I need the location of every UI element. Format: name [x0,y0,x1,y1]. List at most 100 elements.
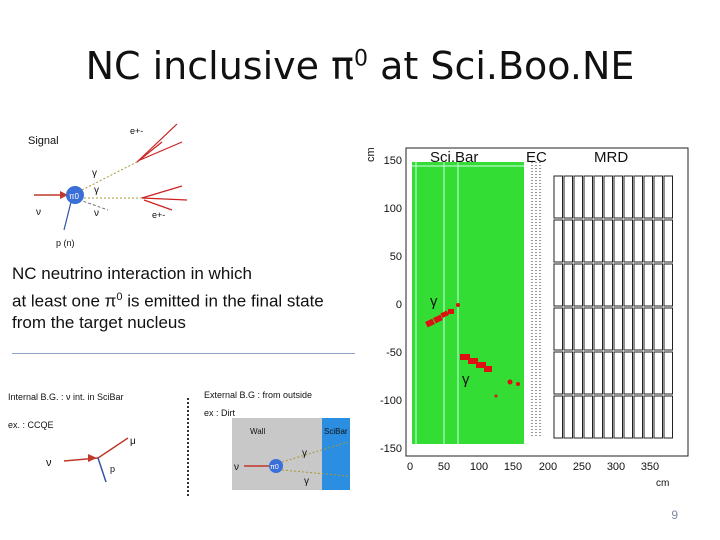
mrd-cell [603,307,613,351]
x-axis-ticks: 0 50 100 150 200 250 300 350 [407,461,659,473]
description-line-2-b: is emitted in the final state [122,291,324,311]
mrd-cell [603,351,613,395]
mrd-cell [613,263,623,307]
title-superscript: 0 [353,46,368,72]
internal-p-line [97,457,107,483]
event-display: Sci.Bar EC MRD cm 150 100 50 0 -50 -100 … [365,147,689,489]
mrd-cell [603,263,613,307]
x-tick-150: 150 [504,461,522,473]
mrd-cell [573,351,583,395]
shower-top-2 [136,123,178,163]
mrd-cell [583,307,593,351]
mrd-cell [633,351,643,395]
mrd-cell [653,395,663,439]
hit [425,318,435,328]
shower-bot-1 [141,185,183,199]
mrd-cell [593,307,603,351]
page-title: NC inclusive π0 at Sci.Boo.NE [0,44,720,88]
mrd-cell [613,395,623,439]
signal-title: Signal [28,135,59,147]
mrd-cell [613,307,623,351]
mrd-cell [623,263,633,307]
external-pi0: π0 [270,464,279,471]
x-tick-0: 0 [407,461,413,473]
external-bg-title: External B.G : from outside [204,390,312,400]
mrd-cell [553,395,563,439]
x-tick-100: 100 [470,461,488,473]
external-pi0-blob [269,459,283,473]
external-bg-example: ex : Dirt [204,408,236,418]
mrd-cell [603,395,613,439]
internal-bg-diagram: Internal B.G. : ν int. in SciBar ex. : C… [8,392,136,483]
external-bg-diagram: External B.G : from outside ex : Dirt Wa… [204,390,350,490]
hit [468,358,478,364]
signal-nucleon: p (n) [56,238,75,248]
shower-top-3 [139,141,183,161]
external-gamma2-line [281,469,349,477]
hit [494,394,498,398]
y-tick-minus50: -50 [386,347,402,359]
mrd-cell [573,395,583,439]
mrd-cell [633,307,643,351]
mrd-cell [643,395,653,439]
external-wall: Wall [250,427,265,436]
external-gamma1: γ [302,448,307,459]
mrd-detector [553,175,673,439]
mrd-cell [643,307,653,351]
description-line-1: NC neutrino interaction in which [12,264,253,283]
dirt-region [232,418,322,490]
external-nu: ν [234,462,239,473]
mrd-cell [653,307,663,351]
y-tick-0: 0 [396,299,402,311]
nucleon-line [63,197,73,231]
mrd-cell [663,219,673,263]
gamma1-line [81,161,138,191]
gamma-label-1: γ [430,293,438,310]
hit [484,366,492,372]
mrd-cell [593,395,603,439]
hit [476,362,486,368]
mrd-cell [553,263,563,307]
mrd-cell [563,219,573,263]
scibar-region [322,418,350,490]
mrd-cell [573,263,583,307]
mrd-cell [603,175,613,219]
signal-gamma2: γ [94,185,99,196]
mrd-cell [663,351,673,395]
internal-p: p [110,464,115,474]
mrd-cell [553,175,563,219]
mrd-cell [583,175,593,219]
mrd-cell [643,263,653,307]
signal-eplus-top: e+- [130,126,143,136]
y-axis-ticks: 150 100 50 0 -50 -100 -150 [380,155,402,455]
mrd-cell [623,307,633,351]
mrd-cell [583,351,593,395]
bg-separator [187,398,189,496]
mrd-cell [583,263,593,307]
mrd-cell [663,307,673,351]
mrd-cell [593,175,603,219]
mrd-cell [663,175,673,219]
region-label-mrd: MRD [594,149,628,166]
mrd-cell [553,307,563,351]
title-main: NC inclusive π [85,44,354,88]
mrd-cell [643,351,653,395]
page-number: 9 [671,508,678,522]
mrd-cell [593,351,603,395]
pi0-blob [66,186,84,204]
gamma-track-2 [460,354,520,398]
signal-gamma1: γ [92,168,97,179]
shower-bot-3 [143,199,173,211]
mrd-cell [643,219,653,263]
x-axis-unit: cm [656,478,669,489]
mrd-cell [563,263,573,307]
x-tick-350: 350 [641,461,659,473]
signal-diagram: Signal ν ν p (n) π0 γ γ e+- e+- [28,123,188,248]
nu-in-arrow [60,191,68,199]
mrd-cell [593,263,603,307]
description-line-2-sup: 0 [116,291,123,303]
y-tick-100: 100 [384,203,402,215]
internal-nu-arrow [88,454,97,462]
hit [456,303,460,307]
external-gamma2: γ [304,476,309,487]
